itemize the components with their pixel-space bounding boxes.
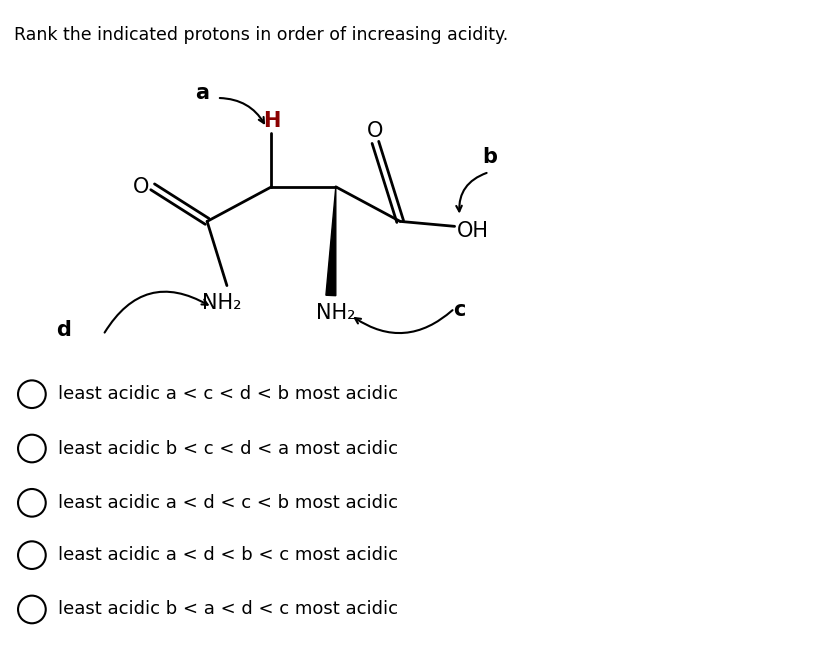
Text: NH₂: NH₂ — [316, 303, 356, 324]
Text: c: c — [454, 300, 465, 320]
Text: d: d — [57, 320, 71, 340]
Text: O: O — [367, 121, 384, 141]
Text: Rank the indicated protons in order of increasing acidity.: Rank the indicated protons in order of i… — [14, 26, 509, 44]
Text: least acidic a < d < b < c most acidic: least acidic a < d < b < c most acidic — [57, 546, 397, 564]
Text: least acidic b < a < d < c most acidic: least acidic b < a < d < c most acidic — [57, 601, 397, 619]
Text: least acidic a < c < d < b most acidic: least acidic a < c < d < b most acidic — [57, 385, 397, 403]
Text: H: H — [263, 111, 280, 131]
Text: NH₂: NH₂ — [202, 293, 242, 314]
Text: b: b — [482, 147, 497, 167]
Text: OH: OH — [456, 221, 489, 241]
Text: a: a — [195, 83, 209, 103]
Text: least acidic a < d < c < b most acidic: least acidic a < d < c < b most acidic — [57, 494, 397, 512]
Text: least acidic b < c < d < a most acidic: least acidic b < c < d < a most acidic — [57, 440, 397, 457]
Text: O: O — [133, 177, 149, 197]
Polygon shape — [326, 187, 336, 296]
